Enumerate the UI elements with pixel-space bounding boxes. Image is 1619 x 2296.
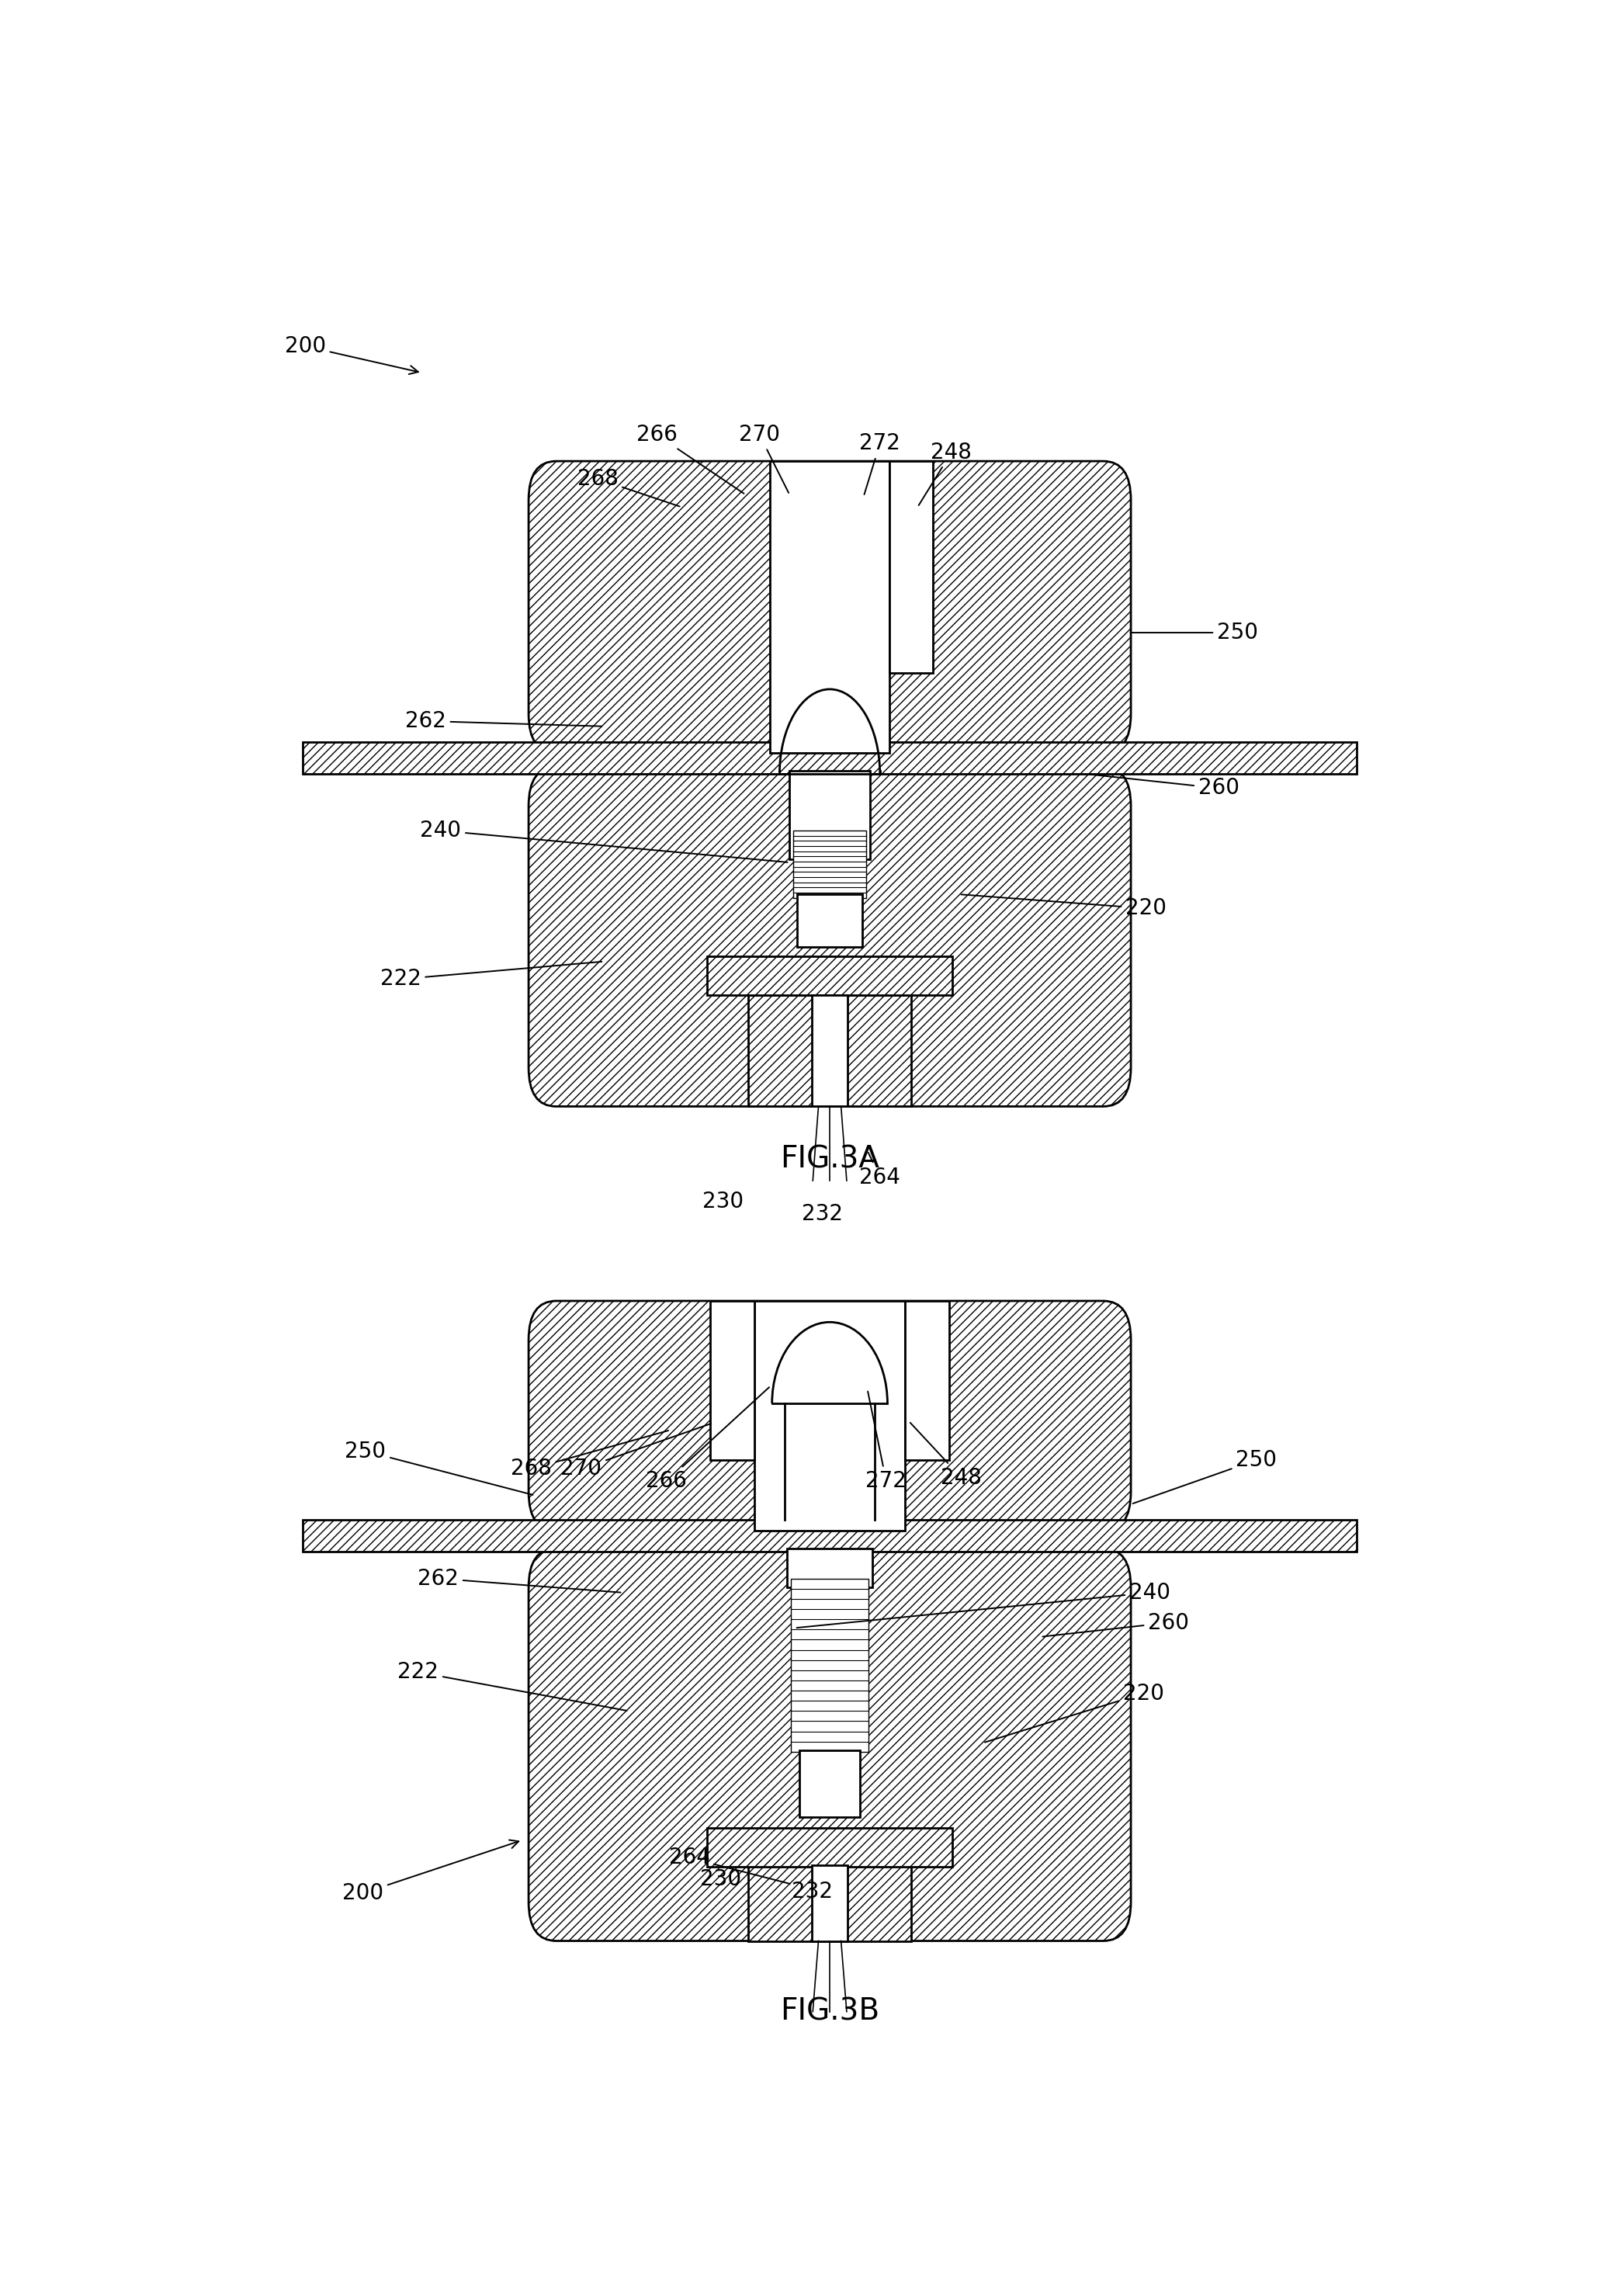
Bar <box>771 461 889 753</box>
Bar <box>708 955 952 994</box>
Bar <box>748 994 911 1107</box>
Text: 222: 222 <box>380 962 602 990</box>
Bar <box>708 955 952 994</box>
Text: 250: 250 <box>1130 622 1258 643</box>
Text: 272: 272 <box>866 1391 907 1492</box>
Text: 260: 260 <box>1043 1612 1188 1637</box>
Text: FIG.3A: FIG.3A <box>780 1146 879 1173</box>
Text: 232: 232 <box>801 1203 843 1226</box>
Bar <box>889 461 933 673</box>
Text: 240: 240 <box>421 820 787 863</box>
Bar <box>708 1828 952 1867</box>
Text: 230: 230 <box>703 1192 743 1212</box>
Bar <box>711 1302 754 1460</box>
Text: 268: 268 <box>510 1430 669 1479</box>
Bar <box>303 1520 1357 1552</box>
Text: 240: 240 <box>797 1582 1171 1628</box>
Bar <box>813 994 847 1107</box>
Bar <box>797 895 863 948</box>
Text: 266: 266 <box>646 1387 769 1492</box>
Text: 272: 272 <box>860 432 900 494</box>
Text: 200: 200 <box>285 335 418 374</box>
Bar <box>754 1302 905 1531</box>
Text: 262: 262 <box>418 1568 620 1593</box>
Bar <box>793 831 866 898</box>
FancyBboxPatch shape <box>528 1548 1130 1940</box>
Text: 266: 266 <box>636 425 743 494</box>
Text: 230: 230 <box>699 1869 742 1890</box>
Text: 250: 250 <box>1133 1449 1277 1504</box>
Bar <box>790 1577 869 1752</box>
FancyBboxPatch shape <box>528 1302 1130 1531</box>
Text: 270: 270 <box>738 425 788 494</box>
Text: 270: 270 <box>560 1424 711 1479</box>
Text: 200: 200 <box>342 1839 518 1903</box>
Text: 264: 264 <box>860 1153 900 1187</box>
FancyBboxPatch shape <box>528 767 1130 1107</box>
Text: 248: 248 <box>918 441 971 505</box>
Text: 222: 222 <box>398 1662 627 1711</box>
Text: 268: 268 <box>576 468 680 507</box>
Bar <box>748 1864 911 1940</box>
Bar <box>303 1520 1357 1552</box>
Bar <box>800 1750 860 1816</box>
Bar <box>787 1548 873 1587</box>
Text: 264: 264 <box>669 1846 790 1883</box>
Text: 250: 250 <box>345 1440 533 1495</box>
Text: 232: 232 <box>792 1880 832 1903</box>
Bar <box>303 742 1357 774</box>
Text: 260: 260 <box>1090 774 1239 799</box>
Bar <box>748 1864 911 1940</box>
Text: 220: 220 <box>962 895 1167 918</box>
Text: 220: 220 <box>984 1683 1164 1743</box>
Bar <box>790 771 869 859</box>
Text: 262: 262 <box>405 709 602 732</box>
Bar <box>303 742 1357 774</box>
FancyBboxPatch shape <box>528 461 1130 753</box>
Text: 248: 248 <box>910 1424 983 1488</box>
Text: FIG.3B: FIG.3B <box>780 1998 879 2027</box>
Bar <box>905 1302 949 1460</box>
Bar <box>708 1828 952 1867</box>
Bar <box>748 994 911 1107</box>
Bar <box>813 1864 847 1940</box>
